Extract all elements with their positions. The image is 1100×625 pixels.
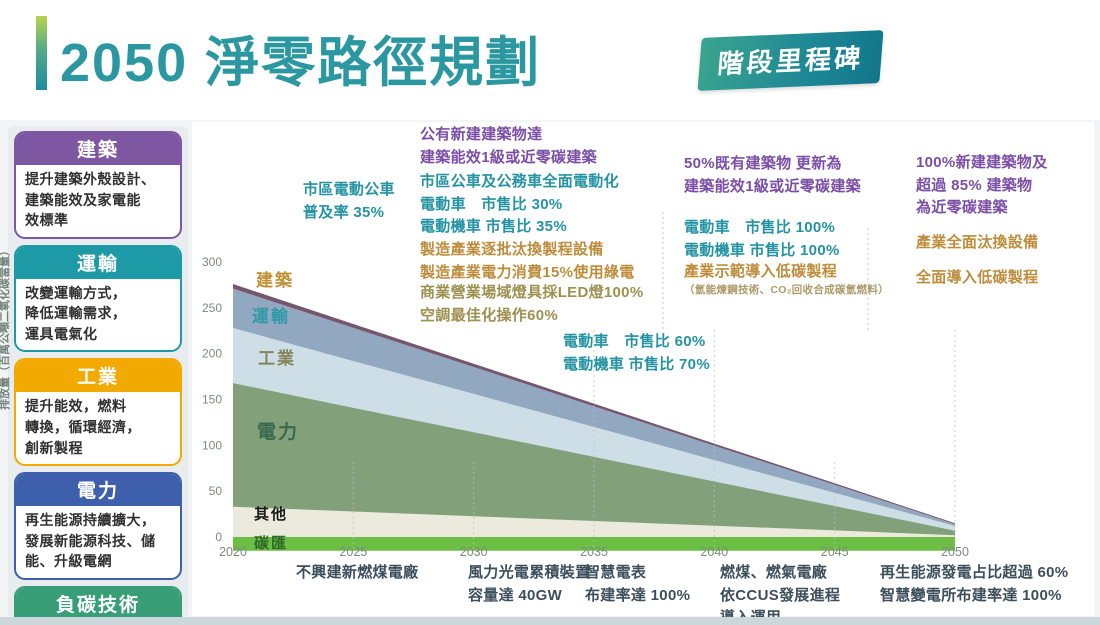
sector-card-power: 電力 再生能源持續擴大， 發展新能源科技、儲 能、升級電網 [14,472,182,580]
sector-card-title: 運輸 [16,246,180,279]
area-label-industry: 工業 [258,349,296,368]
area-label-other: 其他 [254,506,289,523]
stage-milestone-badge: 階段里程碑 [697,30,884,91]
milestone-2050-industry-process: 全面導入低碳製程 [916,269,1039,286]
milestone-2040-industry-note: （氫能煉鋼技術、CO₂回收合成碳氫燃料） [684,284,889,296]
area-label-power: 電力 [257,422,300,443]
footer-strip [0,617,1100,625]
sector-card-negative-carbon: 負碳技術 2030 進入示範階段 2050 進入普及階段 [14,585,182,625]
milestone-power-renewable-60pct: 再生能源發電占比超過 60% 智慧變電所布建率達 100% [880,564,1069,604]
sector-card-body: 提升建築外殼設計、 建築能效及家電能 效標準 [25,171,156,229]
page-title: 2050 淨零路徑規劃 [60,33,542,93]
sector-card-title: 負碳技術 [16,587,180,620]
milestone-power-wind-solar-40gw: 風力光電累積裝置 容量達 40GW [468,564,591,604]
milestone-2040-building: 50%既有建築物 更新為 建築能效1級或近零碳建築 [684,155,861,195]
title-accent-bar [36,16,47,90]
sector-card-body: 改變運輸方式， 降低運輸需求， 運具電氣化 [25,284,127,342]
milestone-2040-transport: 電動車 市售比 100% 電動機車 市售比 100% [684,219,840,259]
sector-card-title: 電力 [16,474,180,507]
y-axis-label: 排放量（百萬公噸二氧化碳當量） [0,245,11,410]
sector-card-building: 建築 提升建築外殼設計、 建築能效及家電能 效標準 [14,131,182,239]
area-label-building: 建築 [256,271,294,290]
sector-card-body: 再生能源持續擴大， 發展新能源科技、儲 能、升級電網 [25,512,156,570]
stage-milestone-badge-label: 階段里程碑 [716,42,865,80]
milestone-2030-building: 公有新建建築物達 建築能效1級或近零碳建築 [420,126,597,166]
milestone-2030-commerce: 商業營業場域燈具採LED燈100% 空調最佳化操作60% [420,284,644,324]
milestone-2050-industry-equipment: 產業全面汰換設備 [916,234,1039,251]
milestone-2050-building: 100%新建建築物及 超過 85% 建築物 為近零碳建築 [916,154,1048,216]
milestone-2035-transport: 電動車 市售比 60% 電動機車 市售比 70% [563,333,710,373]
sector-sidebar: 建築 提升建築外殼設計、 建築能效及家電能 效標準 運輸 改變運輸方式， 降低運… [8,126,188,625]
sector-card-title: 工業 [16,360,180,393]
milestone-2025-transport: 市區電動公車 普及率 35% [303,181,395,221]
milestone-2030-industry: 製造產業逐批汰換製程設備 製造產業電力消費15%使用綠電 [420,241,635,281]
header: 2050 淨零路徑規劃 階段里程碑 [0,0,1100,120]
milestone-power-ccus: 燃煤、燃氣電廠 依CCUS發展進程 導入運用 [720,564,841,625]
milestone-2040-industry: 產業示範導入低碳製程 [684,263,838,280]
milestone-2030-transport: 市區公車及公務車全面電動化 電動車 市售比 30% 電動機車 市售比 35% [420,173,619,235]
milestone-power-smart-meter: 智慧電表 布建率達 100% [585,564,691,604]
sector-card-transport: 運輸 改變運輸方式， 降低運輸需求， 運具電氣化 [14,244,182,353]
sector-card-industry: 工業 提升能效，燃料 轉換，循環經濟， 創新製程 [14,358,182,467]
milestone-power-no-new-coal: 不興建新燃煤電廠 [296,564,419,581]
sector-card-title: 建築 [16,133,180,165]
area-label-transport: 運輸 [252,307,290,326]
sector-card-body: 提升能效，燃料 轉換，循環經濟， 創新製程 [25,398,141,456]
area-label-carbon-sink: 碳匯 [254,535,289,552]
